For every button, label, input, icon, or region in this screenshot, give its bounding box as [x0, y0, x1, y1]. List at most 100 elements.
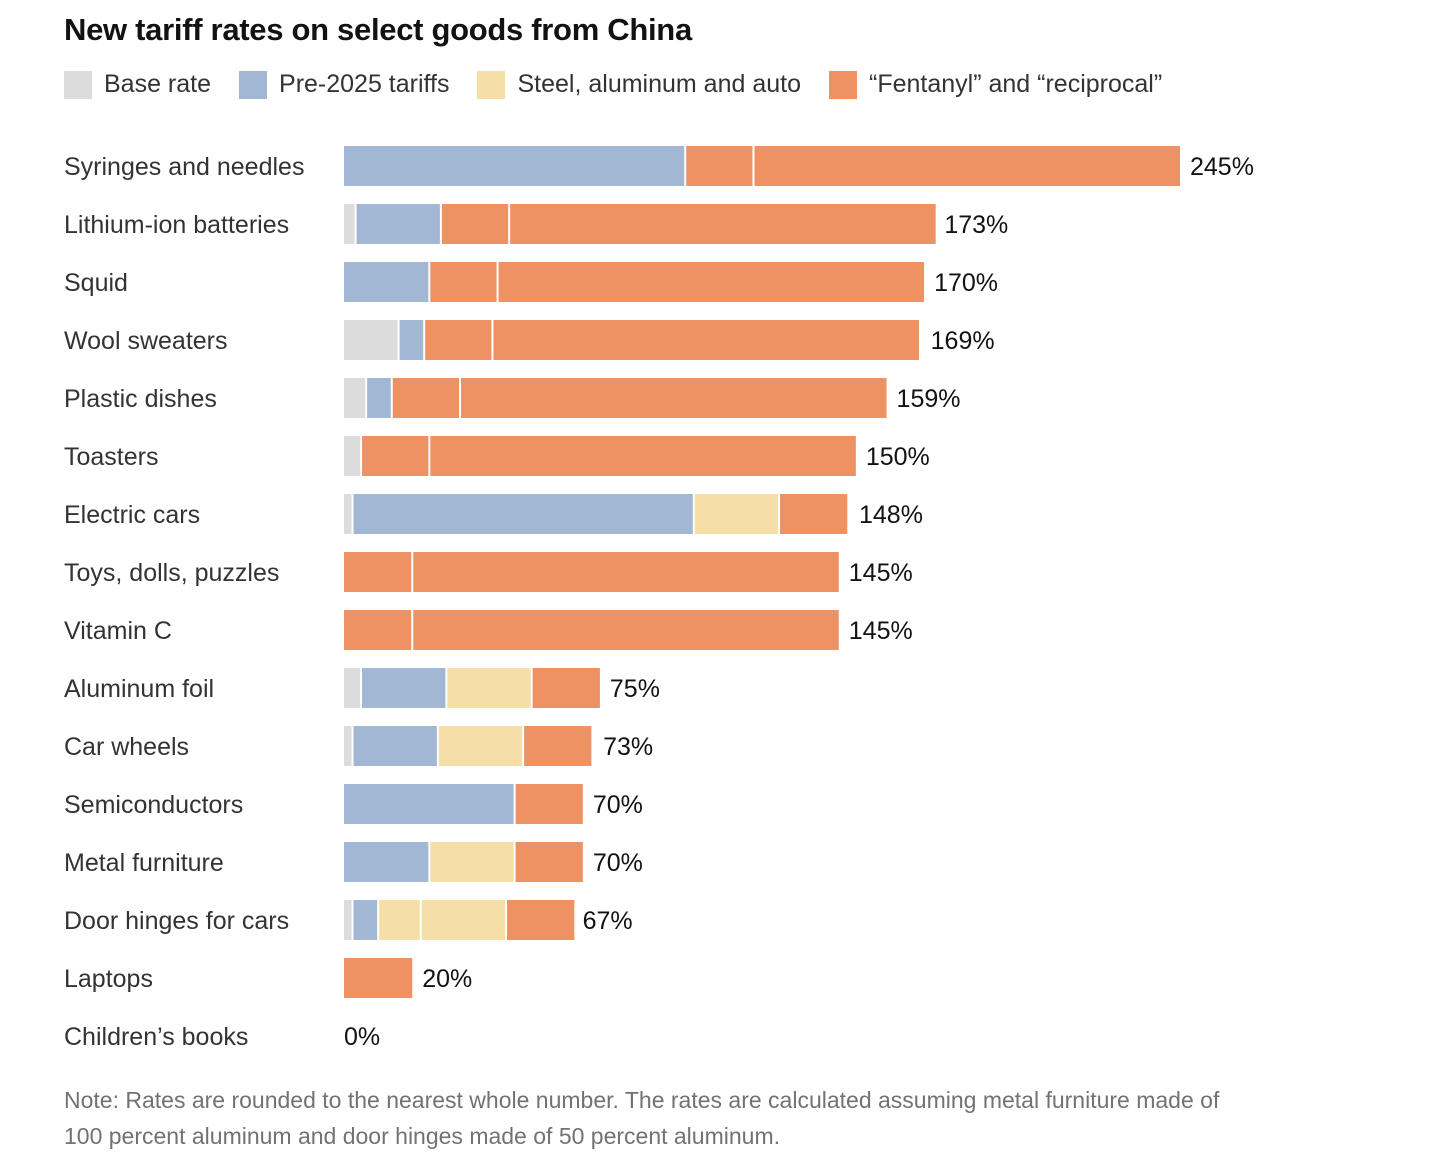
- bar-segment-aluminum-foil-base-0: [344, 668, 362, 708]
- segment-divider: [692, 494, 695, 534]
- bar-segment-car-wheels-base-0: [344, 726, 353, 766]
- legend-swatch-fentanyl: [829, 70, 857, 99]
- legend-item-fentanyl: “Fentanyl” and “reciprocal”: [829, 70, 1162, 99]
- bar-segment-metal-furniture-pre2025-0: [344, 842, 430, 882]
- bar-segment-door-hinges-for-cars-base-0: [344, 900, 353, 940]
- segment-divider: [752, 146, 755, 186]
- segment-divider: [778, 494, 781, 534]
- bar-segment-plastic-dishes-fentanyl-2: [391, 378, 461, 418]
- bar-segment-wool-sweaters-fentanyl-3: [492, 320, 919, 360]
- legend-label-steel: Steel, aluminum and auto: [517, 70, 801, 98]
- segment-divider: [445, 668, 448, 708]
- segment-divider: [513, 842, 516, 882]
- segment-divider: [397, 320, 400, 360]
- bar-segment-lithium-ion-batteries-fentanyl-2: [440, 204, 510, 244]
- value-label-semiconductors: 70%: [593, 791, 643, 819]
- chart-legend: Base rate Pre-2025 tariffs Steel, alumin…: [64, 70, 1190, 99]
- bar-segment-toys-dolls-puzzles-fentanyl-1: [412, 552, 839, 592]
- category-label-plastic-dishes: Plastic dishes: [64, 385, 217, 413]
- bar-segment-squid-fentanyl-2: [497, 262, 925, 302]
- bar-segment-door-hinges-for-cars-pre2025-1: [352, 900, 379, 940]
- segment-divider: [508, 204, 511, 244]
- category-label-wool-sweaters: Wool sweaters: [64, 327, 228, 355]
- bar-segment-metal-furniture-fentanyl-2: [514, 842, 583, 882]
- category-label-lithium-ion-batteries: Lithium-ion batteries: [64, 211, 289, 239]
- segment-divider: [522, 726, 525, 766]
- segment-divider: [411, 552, 414, 592]
- bar-segment-squid-fentanyl-1: [429, 262, 498, 302]
- category-label-aluminum-foil: Aluminum foil: [64, 675, 214, 703]
- bar-segment-lithium-ion-batteries-fentanyl-3: [509, 204, 936, 244]
- value-label-vitamin-c: 145%: [849, 617, 913, 645]
- segment-divider: [439, 204, 442, 244]
- bar-segment-vitamin-c-fentanyl-0: [344, 610, 413, 650]
- value-label-syringes-and-needles: 245%: [1190, 153, 1254, 181]
- segment-divider: [505, 900, 508, 940]
- category-label-door-hinges-for-cars: Door hinges for cars: [64, 907, 289, 935]
- legend-item-steel: Steel, aluminum and auto: [477, 70, 801, 99]
- legend-swatch-base-rate: [64, 70, 92, 99]
- segment-divider: [513, 784, 516, 824]
- segment-divider: [419, 900, 422, 940]
- segment-divider: [360, 436, 363, 476]
- bar-segment-aluminum-foil-pre2025-1: [361, 668, 447, 708]
- value-label-car-wheels: 73%: [603, 733, 653, 761]
- category-label-children-s-books: Children’s books: [64, 1023, 248, 1051]
- value-label-plastic-dishes: 159%: [897, 385, 961, 413]
- bar-segment-wool-sweaters-base-0: [344, 320, 399, 360]
- segment-divider: [459, 378, 462, 418]
- category-label-squid: Squid: [64, 269, 128, 297]
- legend-item-base-rate: Base rate: [64, 70, 211, 99]
- bar-segment-door-hinges-for-cars-steel-2: [378, 900, 421, 940]
- value-label-wool-sweaters: 169%: [931, 327, 995, 355]
- bar-segment-plastic-dishes-pre2025-1: [366, 378, 392, 418]
- segment-divider: [351, 494, 354, 534]
- chart-title: New tariff rates on select goods from Ch…: [64, 12, 692, 47]
- bar-segment-semiconductors-fentanyl-1: [514, 784, 583, 824]
- value-label-toys-dolls-puzzles: 145%: [849, 559, 913, 587]
- legend-swatch-pre-2025: [239, 70, 268, 99]
- category-label-toys-dolls-puzzles: Toys, dolls, puzzles: [64, 559, 279, 587]
- segment-divider: [496, 262, 499, 302]
- value-label-lithium-ion-batteries: 173%: [944, 211, 1008, 239]
- value-label-toasters: 150%: [866, 443, 930, 471]
- legend-label-fentanyl: “Fentanyl” and “reciprocal”: [869, 70, 1163, 98]
- bar-segment-aluminum-foil-fentanyl-3: [531, 668, 600, 708]
- segment-divider: [351, 900, 354, 940]
- value-label-laptops: 20%: [422, 965, 472, 993]
- bar-segment-toasters-fentanyl-1: [361, 436, 430, 476]
- segment-divider: [428, 436, 431, 476]
- segment-divider: [360, 668, 363, 708]
- segment-divider: [423, 320, 426, 360]
- value-label-electric-cars: 148%: [859, 501, 923, 529]
- legend-label-pre-2025: Pre-2025 tariffs: [279, 70, 450, 98]
- value-label-aluminum-foil: 75%: [610, 675, 660, 703]
- segment-divider: [354, 204, 357, 244]
- bar-segment-toasters-fentanyl-2: [429, 436, 856, 476]
- segment-divider: [491, 320, 494, 360]
- segment-divider: [411, 610, 414, 650]
- category-label-car-wheels: Car wheels: [64, 733, 189, 761]
- category-label-electric-cars: Electric cars: [64, 501, 200, 529]
- bar-segment-electric-cars-base-0: [344, 494, 353, 534]
- bar-segment-toasters-base-0: [344, 436, 362, 476]
- bar-segment-squid-pre2025-0: [344, 262, 430, 302]
- bar-segment-electric-cars-steel-2: [693, 494, 780, 534]
- tariff-bar-chart: Syringes and needles 245% Lithium-ion batt…: [64, 146, 1254, 1051]
- bar-segment-vitamin-c-fentanyl-1: [412, 610, 839, 650]
- bar-segment-syringes-and-needles-fentanyl-1: [685, 146, 754, 186]
- category-label-semiconductors: Semiconductors: [64, 791, 243, 819]
- bar-segment-door-hinges-for-cars-fentanyl-4: [506, 900, 575, 940]
- bar-segment-plastic-dishes-fentanyl-3: [460, 378, 887, 418]
- bar-segment-syringes-and-needles-pre2025-0: [344, 146, 686, 186]
- segment-divider: [377, 900, 380, 940]
- bar-segment-plastic-dishes-base-0: [344, 378, 367, 418]
- segment-divider: [428, 262, 431, 302]
- bar-segment-wool-sweaters-pre2025-1: [398, 320, 425, 360]
- bar-segment-wool-sweaters-fentanyl-2: [424, 320, 493, 360]
- bar-segment-lithium-ion-batteries-pre2025-1: [355, 204, 441, 244]
- bar-segment-aluminum-foil-steel-2: [446, 668, 532, 708]
- bar-segment-electric-cars-pre2025-1: [352, 494, 694, 534]
- value-label-squid: 170%: [934, 269, 998, 297]
- segment-divider: [351, 726, 354, 766]
